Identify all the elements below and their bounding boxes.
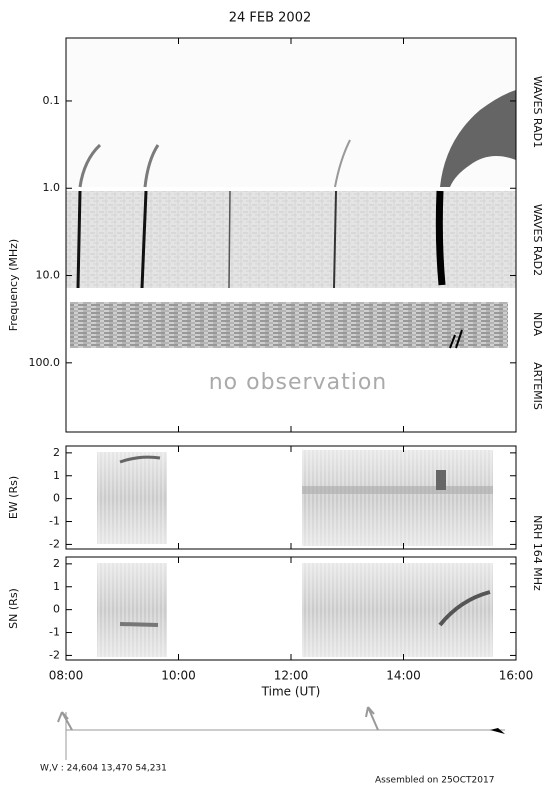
x-tick-label: 14:00: [386, 669, 421, 683]
band-label: WAVES RAD1: [531, 76, 544, 148]
x-tick-label: 08:00: [49, 669, 84, 683]
nrh-image: [97, 450, 493, 657]
y-tick-label: 1.0: [43, 181, 61, 194]
y-axis-label: SN (Rs): [7, 588, 20, 629]
y-tick-label: 0: [53, 603, 60, 616]
orbit-diagram: [57, 706, 505, 760]
y-tick-label: 1: [53, 469, 60, 482]
band-label: NDA: [531, 312, 544, 337]
y-tick-label: 10.0: [36, 269, 61, 282]
x-tick-label: 16:00: [499, 669, 534, 683]
y-tick-label: 0: [53, 492, 60, 505]
y-tick-label: -1: [49, 515, 60, 528]
footer-wv: W,V : 24,604 13,470 54,231: [40, 764, 167, 774]
y-tick-label: -2: [49, 648, 60, 661]
chart-title: 24 FEB 2002: [229, 11, 312, 26]
y-tick-label: -2: [49, 537, 60, 550]
band-label: ARTEMIS: [531, 362, 544, 410]
y-axis-label: EW (Rs): [7, 476, 20, 519]
y-tick-label: 0.1: [43, 94, 61, 107]
y-tick-label: 2: [53, 557, 60, 570]
side-label: NRH 164 MHz: [531, 515, 544, 591]
x-tick-label: 12:00: [274, 669, 309, 683]
annotation: no observation: [209, 370, 388, 395]
band-label: WAVES RAD2: [531, 204, 544, 276]
y-axis-label: Frequency (MHz): [7, 239, 20, 331]
y-tick-label: 1: [53, 580, 60, 593]
y-tick-label: 100.0: [29, 356, 61, 369]
x-axis-label: Time (UT): [261, 685, 321, 699]
y-tick-label: 2: [53, 446, 60, 459]
spectrogram-image: [66, 38, 516, 349]
x-tick-label: 10:00: [161, 669, 196, 683]
y-tick-label: -1: [49, 626, 60, 639]
footer-assembled: Assembled on 25OCT2017: [375, 776, 494, 786]
